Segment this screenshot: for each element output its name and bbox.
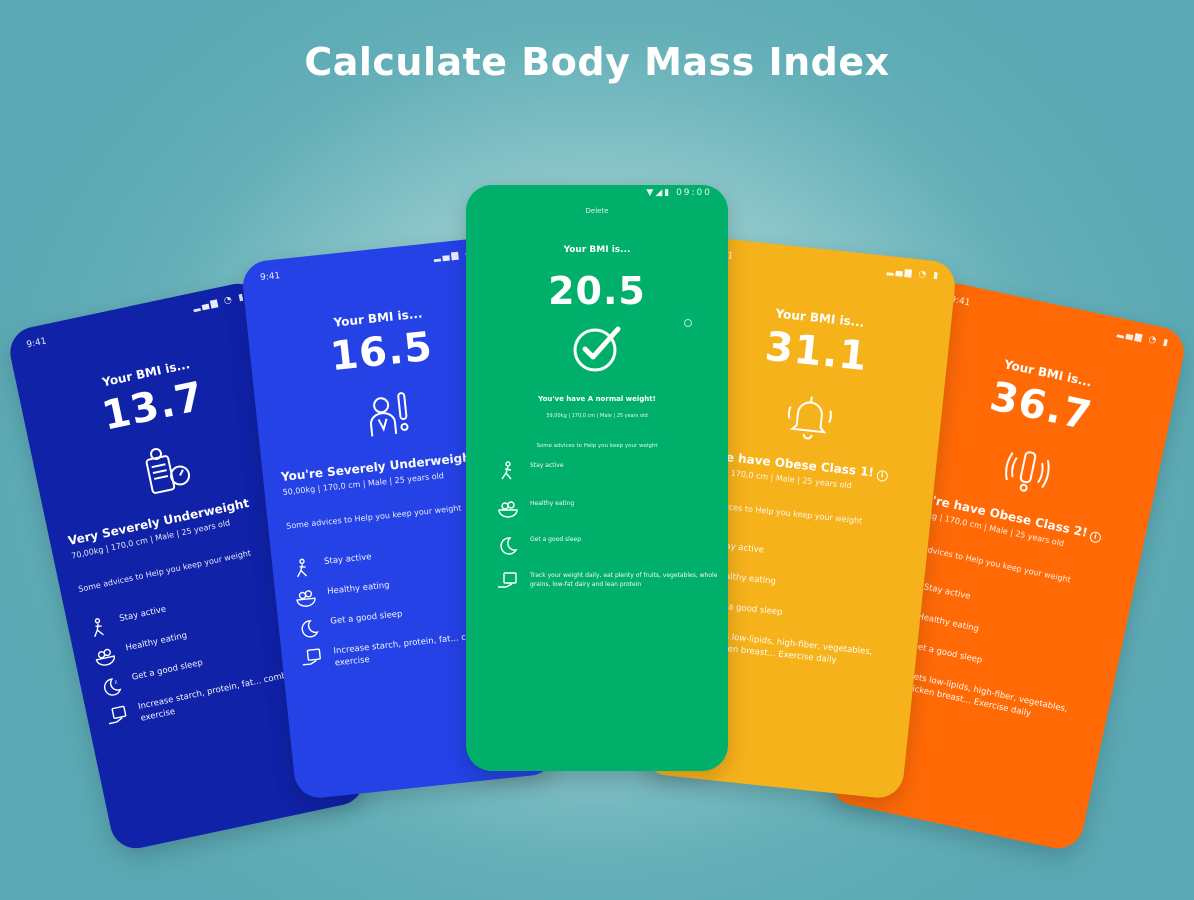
result-title: You've have A normal weight! [538,395,656,403]
vibrate-alert-icon [993,437,1060,507]
tracker-hand-icon [108,705,127,725]
food-bowl-icon [498,501,518,518]
bmi-label: Your BMI is... [563,245,631,255]
advice-item: Healthy eating [496,499,728,519]
info-icon[interactable]: i [876,469,889,483]
info-icon[interactable]: i [1088,530,1102,544]
advice-item: z Get a good sleep [98,627,347,699]
moon-sleep-icon [301,620,319,638]
advice-item: Stay active [85,568,334,640]
moon-sleep-icon [500,537,518,555]
advice-intro: Some advices to Help you keep your weigh… [536,443,658,449]
checkmark-circle-icon [572,323,622,377]
advice-item: Stay active [290,534,541,580]
status-time: 9:41 [259,271,281,284]
signal-wifi-battery-icon: ▂▄▆ ◔ ▮ [1116,328,1171,349]
phone-card-normal-weight: ▼◢▮ 09:00 Delete Your BMI is... 20.5 You… [466,185,728,771]
advice-item: Increase starch, protein, fat... combine… [299,623,550,673]
advice-item: Stay active [496,461,728,481]
svg-text:z: z [114,679,118,685]
advice-item: Increase starch, protein, fat... combine… [104,656,354,731]
signal-wifi-battery-icon: ▂▄▆ ◔ ▮ [192,292,247,313]
tracker-hand-icon [302,648,321,666]
person-alert-icon [358,386,420,452]
signal-wifi-battery-icon: ▼◢▮ 09:00 [646,188,712,198]
advice-item: Track your weight daily, eat plenty of f… [496,571,728,591]
skeleton-scale-icon [133,437,200,507]
profile-summary: 59,00kg | 170,0 cm | Male | 25 years old [546,413,648,419]
bell-icon [778,386,840,452]
advice-item: Get a good sleep [296,593,547,639]
delete-button[interactable]: Delete [585,207,609,215]
advice-item: Healthy eating [293,563,544,609]
advice-item: Get a good sleep [496,535,728,555]
page-headline: Calculate Body Mass Index [304,40,890,84]
signal-wifi-battery-icon: ▂▄▆ ◔ ▮ [886,265,941,282]
runner-icon [501,461,512,480]
phone-card-severely-underweight: 9:41 ▂▄▆ ◔ ▮ Your BMI is... 16.5 You're … [240,235,558,801]
status-time: 9:41 [25,336,48,351]
bmi-value: 20.5 [548,269,646,313]
info-icon[interactable] [684,319,692,327]
runner-icon [94,618,104,637]
phone-card-very-severely-underweight: 9:41 ▂▄▆ ◔ ▮ Your BMI is... 13.7 Very Se… [5,278,369,854]
food-bowl-icon [95,648,115,666]
runner-icon [296,558,308,578]
advice-item: Healthy eating [91,598,340,670]
food-bowl-icon [296,590,316,607]
tracker-hand-icon [498,572,517,588]
moon-sleep-icon: z [103,678,122,696]
